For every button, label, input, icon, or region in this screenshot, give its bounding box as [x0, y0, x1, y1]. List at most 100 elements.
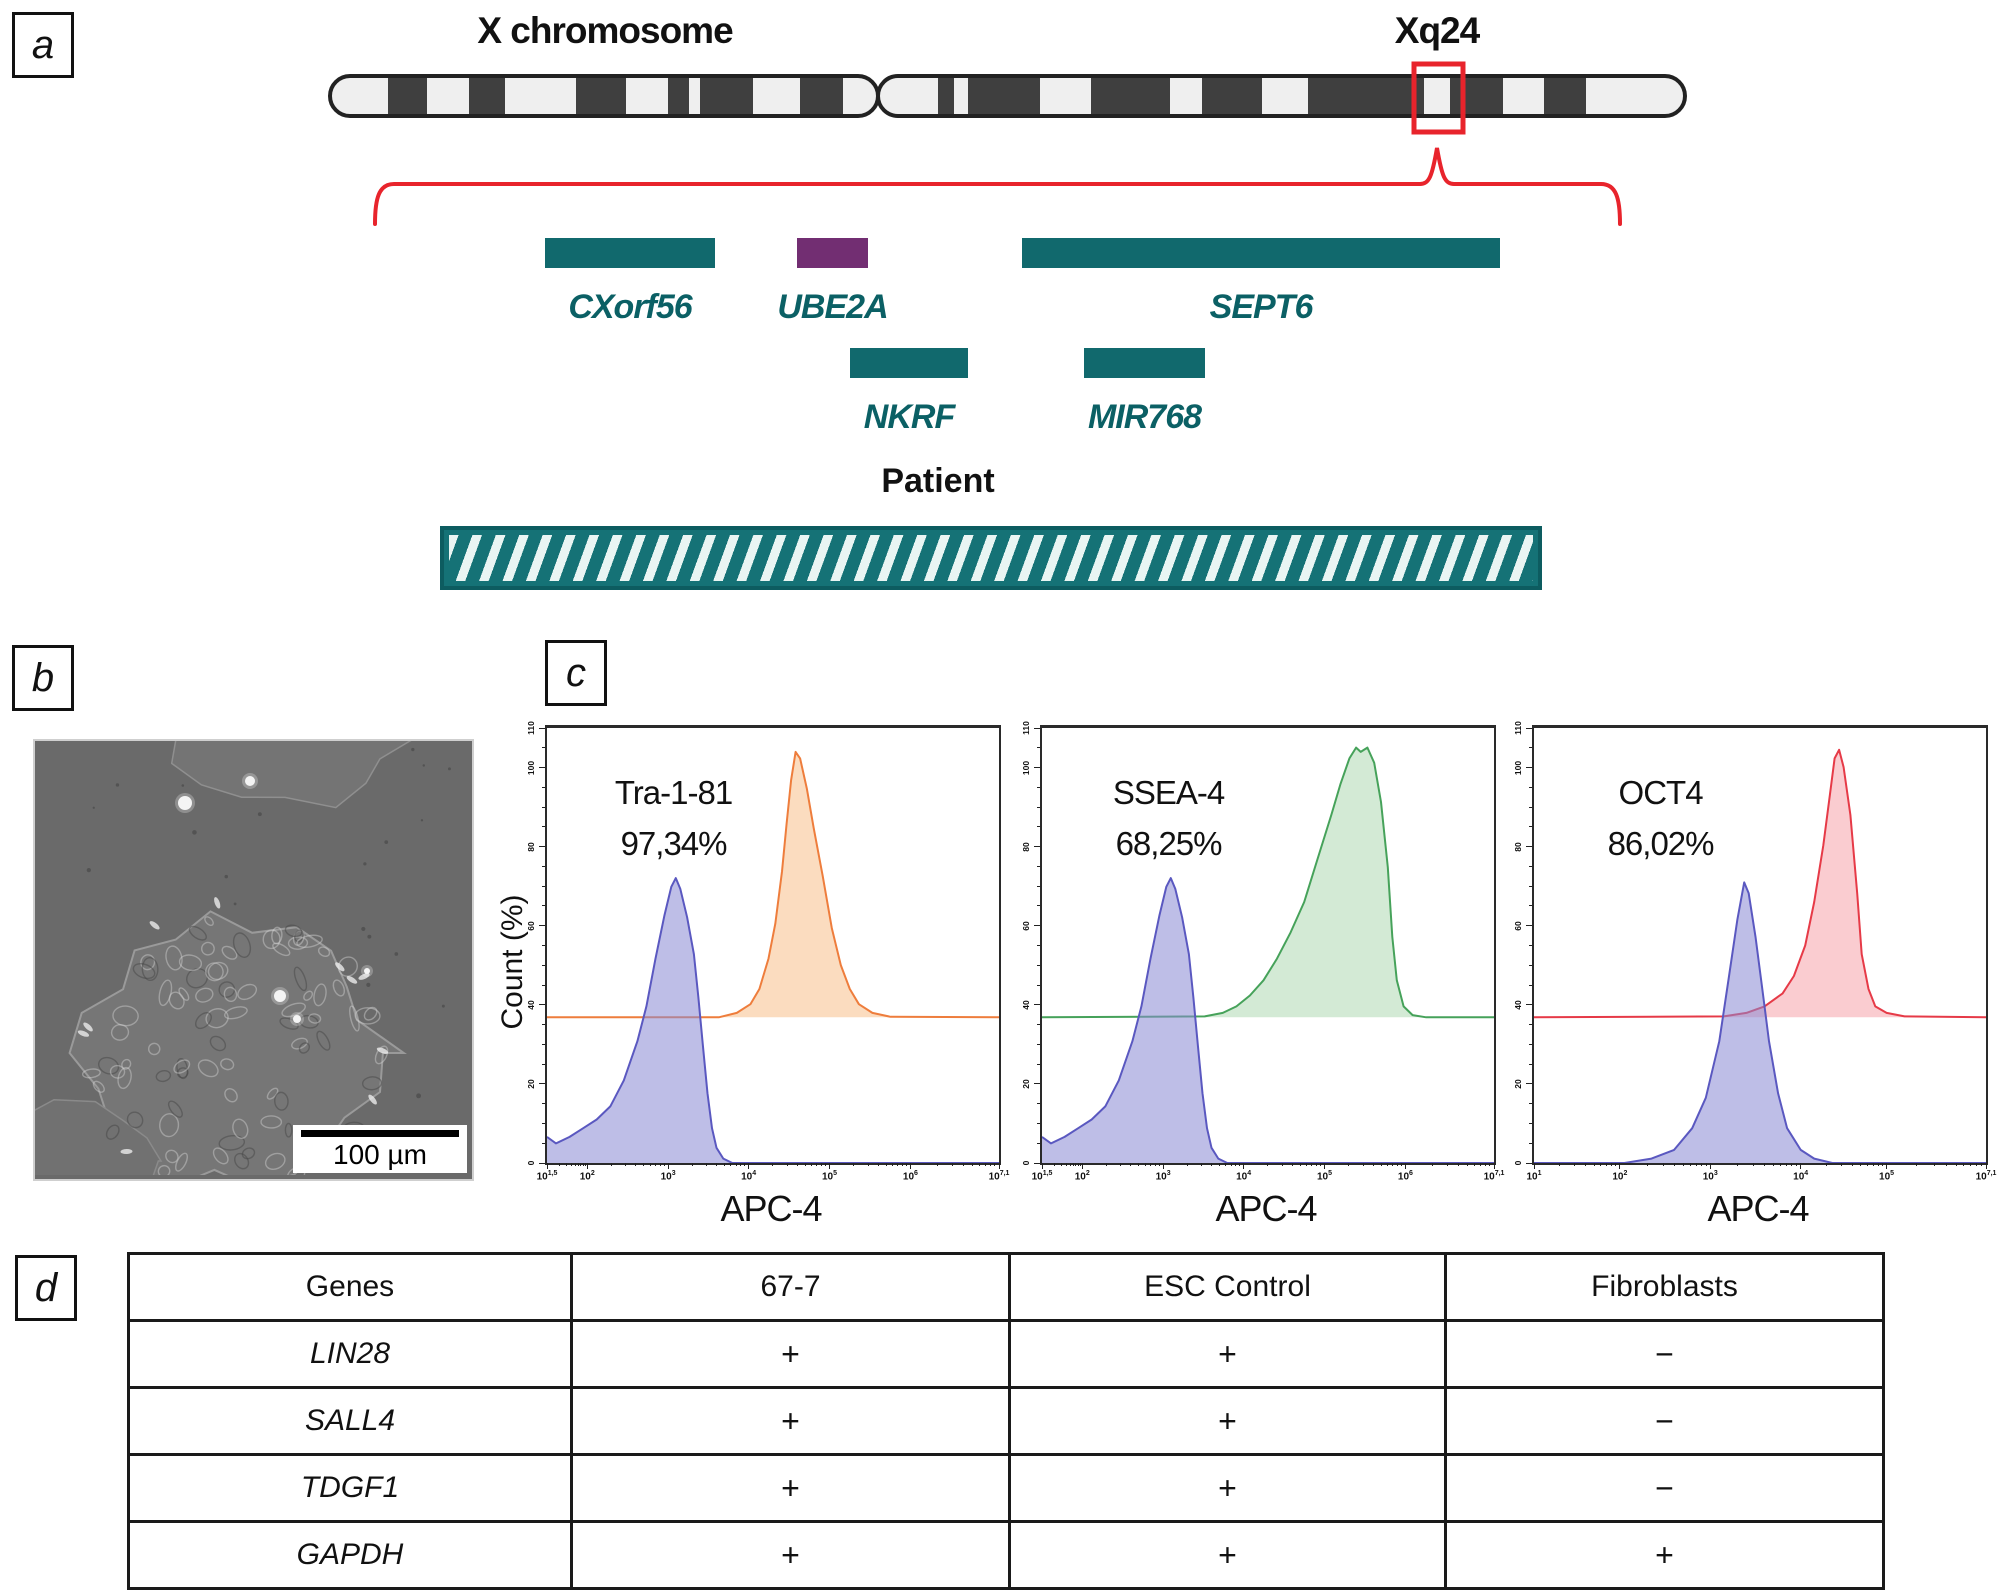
x-axis-minor-tick: [558, 1163, 560, 1166]
y-axis-tick: [1526, 727, 1532, 729]
cell-value: −: [1444, 1319, 1885, 1389]
y-axis-tick: [1529, 984, 1532, 986]
x-axis-minor-tick: [716, 1163, 718, 1166]
x-axis-minor-tick: [723, 1163, 725, 1166]
y-axis-tick: [542, 826, 545, 828]
x-axis-minor-tick: [821, 1163, 823, 1166]
x-axis-minor-tick: [1593, 1163, 1595, 1166]
plot-annotation: OCT4 86,02%: [1561, 767, 1760, 869]
x-axis-minor-tick: [740, 1163, 742, 1166]
y-axis-tick: [1526, 1004, 1532, 1006]
gene-bar-SEPT6: [1022, 238, 1500, 268]
panel-b-label: b: [12, 645, 74, 711]
gene-name: TDGF1: [127, 1453, 573, 1523]
y-axis-tick: [1529, 1142, 1532, 1144]
y-axis-tick: [1526, 1083, 1532, 1085]
x-axis-tick-label: 103: [660, 1170, 676, 1183]
x-axis-tick-label: 104: [741, 1170, 757, 1183]
x-axis-minor-tick: [1120, 1163, 1122, 1166]
x-axis-minor-tick: [1386, 1163, 1388, 1166]
x-axis-minor-tick: [1867, 1163, 1868, 1166]
marker-percent: 68,25%: [1115, 825, 1223, 863]
x-axis-tick: [1162, 1163, 1164, 1169]
y-axis-tick-label: 0: [526, 1160, 536, 1166]
x-axis-minor-tick: [1362, 1163, 1364, 1166]
gene-label-UBE2A: UBE2A: [777, 288, 888, 326]
x-axis-minor-tick: [1882, 1163, 1884, 1166]
x-axis-tick: [546, 1163, 548, 1169]
x-axis-minor-tick: [649, 1163, 651, 1166]
x-axis-minor-tick: [1239, 1163, 1241, 1166]
x-axis-minor-tick: [1970, 1163, 1972, 1166]
y-axis-tick: [1037, 984, 1040, 986]
y-axis-tick: [1526, 767, 1532, 769]
scale-bar-label: 100 µm: [333, 1139, 427, 1170]
x-axis-minor-tick: [1646, 1163, 1648, 1166]
cell-value: +: [1444, 1520, 1885, 1590]
x-axis-tick: [748, 1163, 750, 1169]
x-axis-tick-label: 102: [1074, 1170, 1090, 1183]
y-axis-tick: [1037, 905, 1040, 907]
y-axis-tick: [1529, 826, 1532, 828]
y-axis-tick: [1037, 1122, 1040, 1124]
x-axis-minor-tick: [584, 1163, 586, 1166]
x-axis-minor-tick: [1695, 1163, 1697, 1166]
x-axis-tick-label: 102: [579, 1170, 595, 1183]
x-axis-minor-tick: [1186, 1163, 1188, 1166]
x-axis-title-apc4-2: APC-4: [1215, 1188, 1317, 1229]
x-axis-tick: [909, 1163, 911, 1169]
x-axis-tick: [1886, 1163, 1888, 1169]
x-axis-minor-tick: [1218, 1163, 1220, 1166]
x-axis-minor-tick: [1130, 1163, 1132, 1166]
y-axis-tick: [1529, 1063, 1532, 1065]
y-axis-tick-label: 40: [526, 1000, 536, 1010]
x-axis-minor-tick: [1201, 1163, 1203, 1166]
x-axis-minor-tick: [643, 1163, 645, 1166]
x-axis-minor-tick: [1752, 1163, 1754, 1166]
x-axis-minor-tick: [582, 1163, 584, 1166]
y-axis-tick: [1529, 786, 1532, 788]
y-axis-tick: [1529, 964, 1532, 966]
x-axis-minor-tick: [936, 1163, 938, 1166]
x-axis-tick: [1985, 1163, 1987, 1169]
x-axis-minor-tick: [1267, 1163, 1269, 1166]
x-axis-minor-tick: [906, 1163, 908, 1166]
x-axis-minor-tick: [1473, 1163, 1475, 1166]
x-axis-tick: [1619, 1163, 1621, 1169]
gene-label-NKRF: NKRF: [863, 398, 955, 436]
x-axis-minor-tick: [1144, 1163, 1146, 1166]
gene-bar-CXorf56: [545, 238, 715, 268]
y-axis-tick-label: 20: [1513, 1079, 1523, 1089]
x-axis-minor-tick: [1401, 1163, 1403, 1166]
x-axis-minor-tick: [565, 1163, 567, 1166]
y-axis-tick: [539, 1162, 545, 1164]
y-axis-tick: [1529, 865, 1532, 867]
y-axis-tick: [1529, 1024, 1532, 1026]
x-axis-minor-tick: [1606, 1163, 1608, 1166]
y-axis-tick-label: 100: [526, 760, 536, 775]
x-axis-minor-tick: [1235, 1163, 1237, 1166]
x-axis-tick-label: 101,5: [536, 1170, 558, 1183]
gene-expression-table: Genes 67-7 ESC Control Fibroblasts LIN28…: [127, 1252, 1885, 1590]
x-axis-minor-tick: [1106, 1163, 1108, 1166]
header-67-7: 67-7: [570, 1252, 1011, 1322]
x-axis-minor-tick: [1069, 1163, 1071, 1166]
x-axis-minor-tick: [1281, 1163, 1283, 1166]
cell-value: +: [1008, 1453, 1447, 1523]
x-axis-tick: [667, 1163, 669, 1169]
marker-name: OCT4: [1618, 774, 1704, 812]
y-axis-tick: [542, 1063, 545, 1065]
xq24-label: Xq24: [1394, 10, 1480, 51]
scale-bar-line: [301, 1130, 459, 1137]
x-axis-tick-label: 103: [1155, 1170, 1171, 1183]
x-axis-minor-tick: [1306, 1163, 1308, 1166]
x-axis-minor-tick: [811, 1163, 813, 1166]
flow-histogram-tra-1-81: Tra-1-81 97,34% 0 20 40 60 80 100 110 101,5 102 1…: [526, 721, 1009, 1182]
y-axis-tick-label: 60: [1513, 920, 1523, 931]
y-axis-tick: [539, 767, 545, 769]
x-axis-minor-tick: [570, 1163, 572, 1166]
y-axis-tick: [539, 727, 545, 729]
y-axis-tick-label: 40: [1513, 1000, 1523, 1010]
gene-name: SALL4: [127, 1386, 573, 1456]
